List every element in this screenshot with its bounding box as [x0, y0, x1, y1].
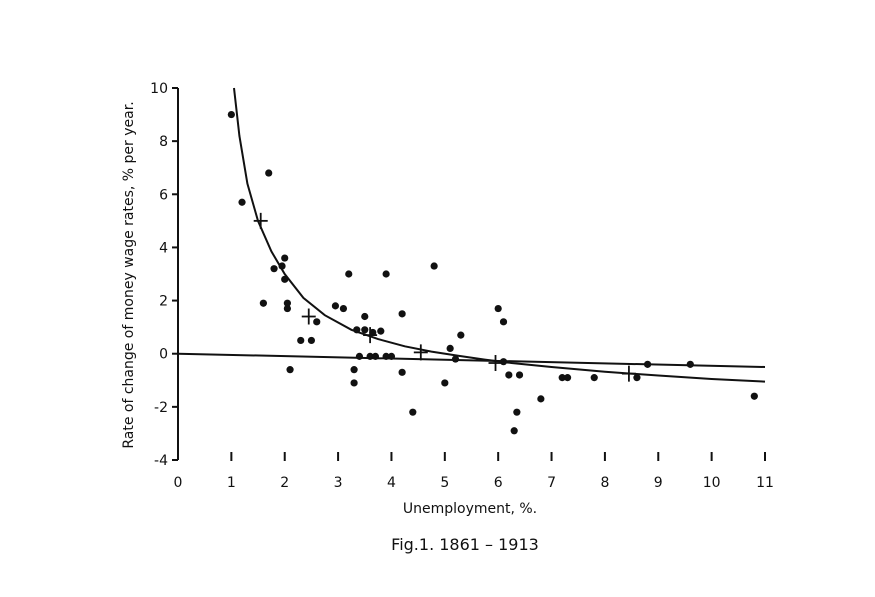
data-point — [430, 262, 438, 270]
y-tick-label: 0 — [159, 347, 168, 363]
data-point — [313, 318, 321, 326]
x-axis-label: Unemployment, %. — [403, 501, 537, 517]
data-point — [451, 355, 460, 363]
x-tick-label: 9 — [654, 475, 663, 491]
figure-caption: Fig.1. 1861 – 1913 — [391, 535, 539, 554]
data-point — [398, 310, 406, 318]
data-point — [227, 110, 235, 119]
data-point — [499, 318, 508, 326]
average-cross-marker — [301, 308, 316, 325]
data-point — [382, 352, 390, 360]
y-tick-label: 4 — [159, 240, 168, 256]
data-point — [238, 198, 246, 206]
x-tick-label: 5 — [440, 475, 449, 491]
data-point — [515, 371, 524, 379]
data-point — [457, 331, 465, 339]
data-point — [281, 254, 289, 262]
data-point — [307, 336, 316, 345]
data-point — [278, 262, 286, 270]
axis-ticks — [172, 87, 766, 461]
data-point — [265, 169, 273, 177]
data-points — [227, 110, 758, 435]
data-point — [270, 265, 278, 273]
data-point — [353, 326, 361, 334]
y-axis-label: Rate of change of money wage rates, % pe… — [121, 101, 137, 448]
data-point — [686, 360, 694, 368]
x-tick-label: 11 — [756, 475, 774, 491]
x-tick-label: 1 — [227, 475, 236, 491]
x-tick-label: 0 — [174, 475, 183, 491]
y-tick-label: 10 — [150, 81, 168, 97]
data-point — [355, 352, 364, 360]
data-point — [494, 304, 502, 313]
data-point — [387, 352, 396, 360]
data-point — [339, 304, 348, 313]
data-point — [361, 312, 369, 321]
data-point — [644, 360, 652, 368]
data-point — [513, 408, 521, 416]
data-point — [499, 358, 508, 366]
data-point — [590, 374, 598, 382]
x-tick-label: 8 — [600, 475, 609, 491]
average-cross-marker — [363, 327, 378, 344]
data-point — [446, 344, 454, 352]
y-tick-label: 2 — [159, 294, 168, 310]
data-point — [297, 336, 305, 345]
data-point — [377, 327, 385, 335]
fitted-curve — [233, 87, 766, 383]
x-tick-label: 4 — [387, 475, 396, 491]
data-point — [283, 304, 291, 313]
data-point — [510, 427, 518, 435]
data-point — [441, 379, 449, 387]
x-tick-label: 2 — [280, 475, 289, 491]
data-point — [537, 395, 545, 403]
linear-trend-line — [177, 352, 766, 368]
y-tick-label: 6 — [159, 187, 168, 203]
data-point — [331, 302, 340, 310]
average-cross-marker — [621, 365, 636, 382]
y-tick-label: -2 — [154, 400, 168, 416]
data-point — [283, 299, 291, 307]
data-point — [281, 275, 289, 283]
data-point — [366, 352, 374, 360]
tick-labels: -4 -2 0 2 4 6 8 10 0 1 2 3 4 5 6 7 8 9 10 11 — [150, 81, 774, 491]
x-tick-label: 10 — [703, 475, 721, 491]
data-point — [361, 326, 369, 334]
x-tick-label: 6 — [494, 475, 503, 491]
data-point — [350, 366, 358, 374]
data-point — [558, 374, 566, 382]
average-cross-marker — [413, 344, 428, 361]
data-point — [409, 408, 417, 416]
y-tick-label: -4 — [154, 453, 168, 469]
data-point — [286, 366, 294, 374]
data-point — [371, 352, 380, 360]
data-point — [345, 270, 353, 278]
data-point — [505, 371, 513, 379]
data-point — [259, 299, 267, 307]
average-cross-marker — [488, 355, 503, 372]
x-tick-label: 7 — [547, 475, 556, 491]
average-cross-marker — [253, 212, 268, 229]
data-point — [633, 374, 641, 382]
data-point — [350, 379, 358, 387]
data-point — [382, 270, 390, 278]
data-point — [563, 374, 572, 382]
x-tick-label: 3 — [334, 475, 343, 491]
data-point — [398, 368, 406, 376]
fitted-lines — [177, 87, 766, 383]
data-point — [750, 392, 758, 400]
y-tick-label: 8 — [159, 134, 168, 150]
